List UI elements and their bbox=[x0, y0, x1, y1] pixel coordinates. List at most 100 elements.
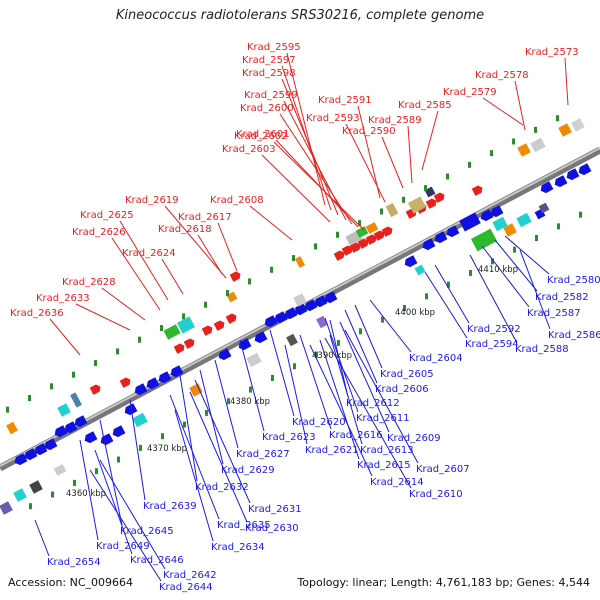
feature-box bbox=[295, 256, 305, 268]
gene-label-krad_2630: Krad_2630 bbox=[245, 523, 299, 534]
reverse-gene bbox=[540, 181, 554, 194]
reverse-gene bbox=[446, 225, 460, 238]
track-dot bbox=[380, 316, 384, 323]
reverse-gene bbox=[14, 453, 28, 466]
reverse-gene bbox=[566, 168, 580, 181]
leader-line bbox=[299, 334, 332, 430]
gene-label-krad_2580: Krad_2580 bbox=[547, 275, 600, 286]
leader-line bbox=[129, 399, 146, 501]
feature-box bbox=[558, 123, 572, 137]
feature-box bbox=[503, 223, 517, 237]
gene-label-krad_2599: Krad_2599 bbox=[244, 90, 298, 101]
reverse-gene bbox=[134, 383, 148, 396]
track-dot bbox=[204, 409, 208, 416]
gene-label-krad_2624: Krad_2624 bbox=[122, 248, 176, 259]
feature-box bbox=[246, 352, 262, 368]
reverse-gene bbox=[434, 231, 448, 244]
gene-label-krad_2617: Krad_2617 bbox=[178, 212, 232, 223]
leader-line bbox=[99, 459, 166, 570]
track-dot bbox=[270, 266, 274, 273]
gene-label-krad_2585: Krad_2585 bbox=[398, 100, 452, 111]
reverse-gene bbox=[314, 295, 328, 308]
scale-tick-label: 4410 kbp bbox=[478, 265, 518, 275]
leader-line bbox=[89, 469, 162, 582]
gene-label-krad_2623: Krad_2623 bbox=[262, 432, 316, 443]
reverse-gene bbox=[54, 425, 68, 438]
gene-label-krad_2616: Krad_2616 bbox=[329, 430, 383, 441]
track-dot bbox=[380, 208, 384, 215]
reverse-gene bbox=[304, 299, 318, 312]
forward-gene bbox=[365, 234, 377, 245]
reverse-gene bbox=[578, 163, 592, 176]
leader-line bbox=[161, 258, 184, 295]
track-dot bbox=[116, 348, 120, 355]
track-dot bbox=[424, 185, 428, 192]
leader-line bbox=[174, 409, 214, 542]
leader-line bbox=[261, 154, 331, 223]
leader-line bbox=[339, 321, 390, 433]
forward-gene bbox=[201, 325, 213, 336]
gene-label-krad_2594: Krad_2594 bbox=[465, 339, 519, 350]
gene-label-krad_2620: Krad_2620 bbox=[292, 417, 346, 428]
forward-gene bbox=[333, 250, 345, 261]
feature-box bbox=[424, 186, 436, 198]
track-dot bbox=[6, 406, 10, 413]
leader-line bbox=[564, 57, 569, 106]
leader-line bbox=[194, 379, 251, 504]
gene-label-krad_2654: Krad_2654 bbox=[47, 557, 101, 568]
leader-line bbox=[273, 141, 365, 231]
gene-label-krad_2611: Krad_2611 bbox=[356, 413, 410, 424]
track-dot bbox=[28, 395, 32, 402]
track-dot bbox=[490, 150, 494, 157]
leader-line bbox=[239, 339, 265, 432]
reverse-gene bbox=[422, 238, 436, 251]
reverse-gene bbox=[100, 433, 114, 446]
gene-label-krad_2621: Krad_2621 bbox=[305, 445, 359, 456]
leader-line bbox=[79, 439, 99, 541]
reverse-gene bbox=[274, 311, 288, 324]
gene-label-krad_2644: Krad_2644 bbox=[159, 582, 213, 593]
gene-label-krad_2597: Krad_2597 bbox=[242, 55, 296, 66]
feature-box bbox=[29, 480, 43, 494]
leader-line bbox=[319, 339, 360, 460]
gene-label-krad_2589: Krad_2589 bbox=[368, 115, 422, 126]
track-dot bbox=[226, 398, 230, 405]
track-dot bbox=[292, 363, 296, 370]
feature-box bbox=[226, 291, 238, 303]
gene-label-krad_2628: Krad_2628 bbox=[62, 277, 116, 288]
gene-label-krad_2612: Krad_2612 bbox=[346, 398, 400, 409]
leader-line bbox=[49, 318, 81, 356]
feature-box bbox=[355, 226, 369, 238]
track-dot bbox=[116, 456, 120, 463]
track-dot bbox=[138, 444, 142, 451]
reverse-gene bbox=[254, 331, 268, 344]
forward-gene bbox=[89, 384, 101, 395]
feature-box bbox=[13, 488, 27, 502]
feature-box bbox=[538, 202, 550, 214]
feature-box bbox=[286, 333, 298, 347]
track-dot bbox=[402, 304, 406, 311]
gene-label-krad_2614: Krad_2614 bbox=[370, 477, 424, 488]
feature-box bbox=[517, 143, 531, 157]
leader-line bbox=[421, 110, 439, 171]
leader-line bbox=[119, 220, 169, 301]
leader-line bbox=[111, 237, 161, 311]
gene-label-krad_2592: Krad_2592 bbox=[467, 324, 521, 335]
leader-line bbox=[407, 125, 413, 184]
scale-tick-label: 4380 kbp bbox=[230, 397, 270, 407]
forward-gene bbox=[349, 242, 361, 253]
tick-dots bbox=[6, 115, 582, 510]
track-dot bbox=[556, 115, 560, 122]
gene-label-krad_2593: Krad_2593 bbox=[306, 113, 360, 124]
forward-gene bbox=[471, 185, 483, 196]
gene-label-krad_2646: Krad_2646 bbox=[130, 555, 184, 566]
gene-label-krad_2591: Krad_2591 bbox=[318, 95, 372, 106]
track-dot bbox=[248, 278, 252, 285]
forward-gene bbox=[381, 226, 393, 237]
gene-label-krad_2632: Krad_2632 bbox=[195, 482, 249, 493]
gene-label-krad_2587: Krad_2587 bbox=[527, 308, 581, 319]
leader-line bbox=[482, 97, 524, 126]
feature-box bbox=[57, 403, 71, 417]
gene-label-krad_2603: Krad_2603 bbox=[222, 144, 276, 155]
